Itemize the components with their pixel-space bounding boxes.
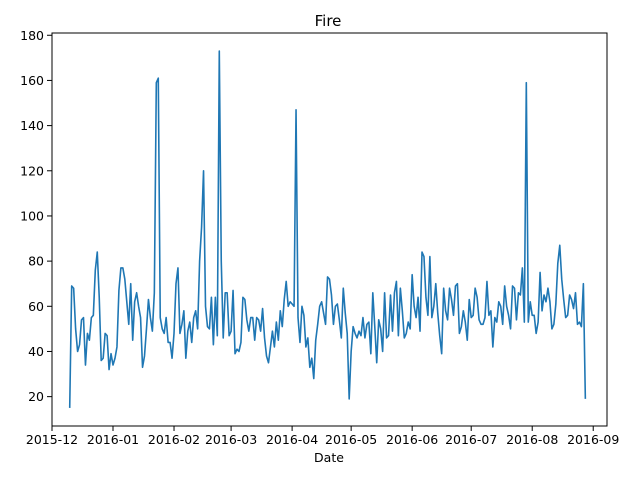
y-tick-label: 60	[28, 299, 44, 314]
plot-area-frame	[51, 32, 608, 427]
x-tick-label: 2016-06	[386, 432, 438, 447]
y-tick-label: 140	[20, 118, 44, 133]
x-tick-label: 2016-04	[266, 432, 318, 447]
x-tick-label: 2016-07	[445, 432, 497, 447]
y-tick-label: 160	[20, 73, 44, 88]
x-tick-label: 2016-08	[506, 432, 558, 447]
x-tick-label: 2016-05	[325, 432, 377, 447]
x-tick-label: 2016-02	[148, 432, 200, 447]
x-axis-label: Date	[314, 450, 344, 465]
y-tick-label: 120	[20, 163, 44, 178]
chart-title: Fire	[315, 12, 342, 30]
y-tick-label: 180	[20, 28, 44, 43]
x-axis: 2015-12 2016-01 2016-02 2016-03 2016-04 2016-…	[26, 426, 619, 447]
y-axis: 20 40 60 80 100 120 140 160 180	[20, 28, 52, 404]
x-tick-label: 2016-01	[87, 432, 139, 447]
y-tick-label: 100	[20, 208, 44, 223]
y-tick-label: 40	[28, 344, 44, 359]
series-line-fire	[68, 50, 587, 408]
x-tick-label: 2016-03	[205, 432, 257, 447]
x-tick-label: 2016-09	[567, 432, 619, 447]
y-tick-label: 80	[28, 254, 44, 269]
y-tick-label: 20	[28, 389, 44, 404]
x-tick-label: 2015-12	[26, 432, 78, 447]
